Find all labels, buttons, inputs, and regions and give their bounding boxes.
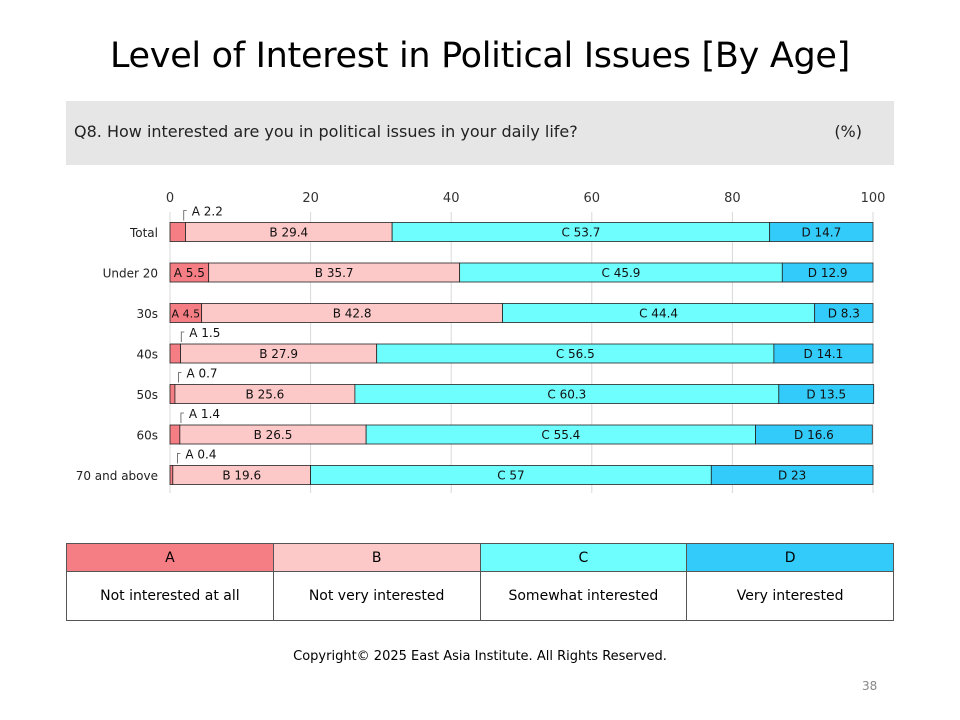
page-number: 38: [862, 679, 878, 693]
data-label: A 2.2: [192, 205, 223, 219]
stacked-bar-chart: 0 20 40 60 80 100 Total A 2.2 B 29.4 C 53.7 D 14.7…: [76, 191, 886, 493]
category-label: 40s: [136, 348, 158, 362]
data-label: B 27.9: [259, 347, 298, 361]
category-label: 30s: [136, 307, 158, 321]
data-label-leader: [177, 453, 181, 464]
data-label: B 26.5: [254, 428, 293, 442]
data-label: D 16.6: [794, 428, 834, 442]
bar-segment-d: [778, 384, 875, 404]
data-label-leader: [183, 210, 187, 221]
bar-segment-d: [773, 343, 874, 364]
data-label: A 4.5: [172, 308, 201, 321]
data-label: D 8.3: [828, 307, 860, 321]
unit-label: (%): [834, 122, 862, 141]
data-label: C 55.4: [541, 428, 580, 442]
data-label: D 12.9: [808, 266, 848, 280]
x-tick-label: 0: [166, 191, 174, 206]
legend-header-c: C: [479, 543, 688, 572]
bar-segment-d: [755, 424, 873, 445]
data-label: D 14.1: [804, 347, 844, 361]
legend-header-b: B: [272, 543, 481, 572]
bar-segment-a: [169, 424, 181, 445]
data-label: C 53.7: [561, 226, 600, 240]
data-label: C 45.9: [602, 266, 641, 280]
data-label-leader: [180, 331, 185, 342]
data-label: A 0.7: [186, 367, 217, 381]
data-label: C 44.4: [639, 307, 678, 321]
data-label: D 14.7: [801, 226, 841, 240]
data-label: A 0.4: [185, 448, 216, 462]
data-label: A 1.5: [189, 326, 220, 340]
copyright-notice: Copyright© 2025 East Asia Institute. All…: [293, 649, 667, 664]
data-label: A 5.5: [174, 266, 205, 280]
question-text: Q8. How interested are you in political …: [74, 122, 578, 141]
legend-desc-c: Somewhat interested: [479, 571, 688, 621]
bar-segment-d: [781, 262, 874, 283]
data-label: B 42.8: [333, 307, 372, 321]
data-label: D 13.5: [806, 388, 846, 402]
data-label: B 35.7: [315, 266, 354, 280]
data-label-leader: [178, 372, 182, 383]
bar-segment-a: [169, 465, 174, 485]
category-label: 60s: [136, 429, 158, 443]
question-banner: Q8. How interested are you in political …: [66, 101, 894, 165]
legend-desc-b: Not very interested: [272, 571, 481, 621]
legend-header-d: D: [686, 543, 894, 572]
data-label: B 29.4: [269, 226, 308, 240]
data-label: C 56.5: [556, 347, 595, 361]
category-label: 70 and above: [76, 469, 158, 483]
page-title: Level of Interest in Political Issues [B…: [109, 36, 851, 76]
legend-table: A B C D Not interested at all Not very i…: [66, 543, 894, 621]
data-label-leader: [180, 412, 184, 423]
data-label: C 57: [497, 469, 524, 483]
data-label: D 23: [778, 469, 806, 483]
legend-desc-d: Very interested: [686, 571, 894, 621]
data-label: B 25.6: [246, 388, 285, 402]
data-label: C 60.3: [547, 388, 586, 402]
bar-segment-a: [169, 384, 176, 404]
bar-segment-a: [169, 343, 181, 364]
legend-desc-a: Not interested at all: [66, 571, 274, 621]
category-label: Total: [129, 226, 158, 240]
bar-segment-d: [710, 465, 874, 485]
bar-segment-d: [814, 303, 874, 323]
category-label: Under 20: [103, 267, 158, 281]
legend-header-a: A: [66, 543, 274, 572]
data-label: B 19.6: [222, 469, 261, 483]
data-label: A 1.4: [189, 407, 220, 421]
x-tick-label: 20: [302, 191, 319, 206]
category-label: 50s: [136, 388, 158, 402]
x-tick-label: 40: [443, 191, 460, 206]
x-tick-label: 100: [861, 191, 886, 206]
bar-segment-d: [769, 222, 874, 242]
x-tick-label: 80: [724, 191, 741, 206]
x-tick-label: 60: [584, 191, 601, 206]
bar-segment-a: [169, 222, 186, 242]
